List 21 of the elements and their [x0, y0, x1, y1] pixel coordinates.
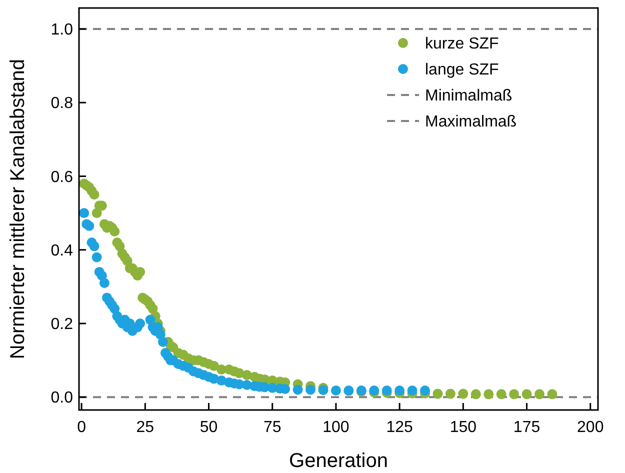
y-tick-label: 0.8: [50, 95, 74, 112]
legend-label: Maximalmaß: [425, 114, 517, 131]
x-axis-title: Generation: [289, 450, 388, 472]
y-axis-title: Normierter mittlerer Kanalabstand: [7, 58, 29, 360]
x-tick-label: 100: [322, 419, 350, 436]
y-tick-label: 1.0: [50, 22, 74, 39]
x-tick-label: 175: [513, 419, 540, 436]
legend-label: Minimalmaß: [425, 88, 512, 105]
x-tick-label: 125: [386, 419, 414, 436]
x-tick-label: 0: [77, 419, 86, 436]
x-tick-label: 50: [200, 419, 218, 436]
y-tick-label: 0.2: [50, 316, 74, 334]
x-tick-label: 25: [136, 419, 154, 436]
y-tick-label: 0.6: [50, 168, 74, 186]
x-tick-label: 75: [263, 419, 282, 436]
legend-label: kurze SZF: [425, 36, 500, 53]
x-tick-label: 150: [450, 419, 477, 436]
y-tick-label: 0.4: [50, 242, 74, 260]
legend-label: lange SZF: [425, 62, 500, 79]
x-tick-label: 200: [577, 419, 604, 436]
y-tick-label: 0.0: [50, 390, 74, 407]
